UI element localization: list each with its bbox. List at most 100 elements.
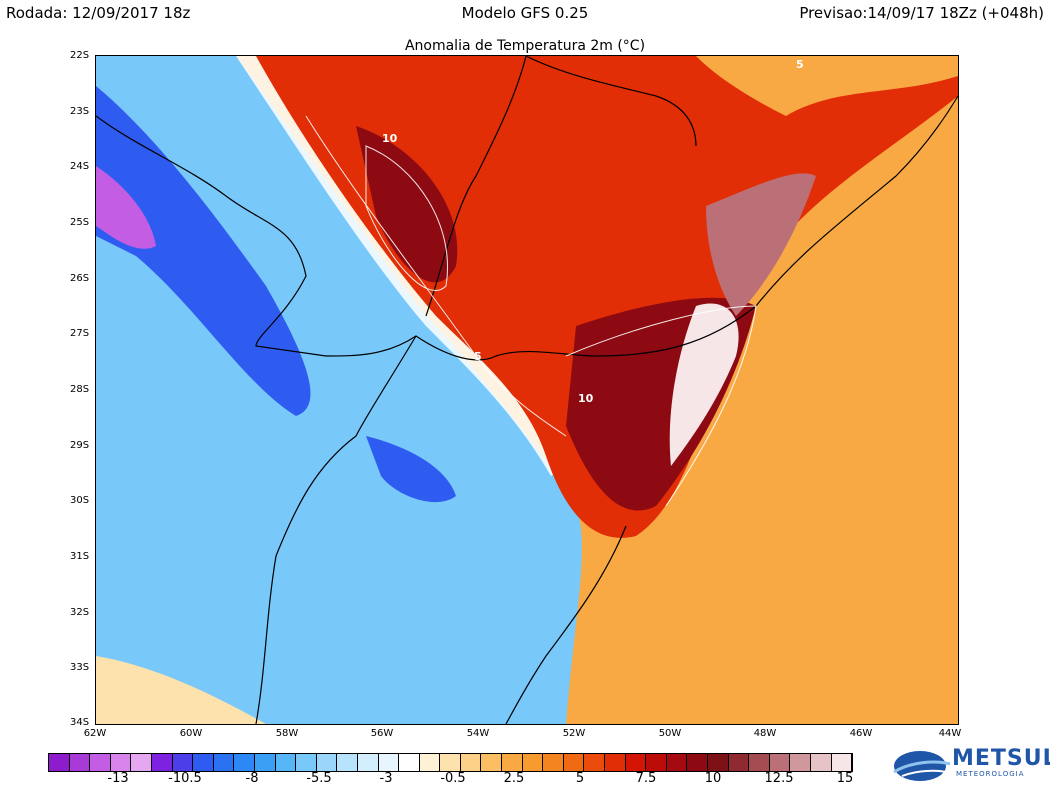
latitude-label: 25S — [70, 217, 90, 228]
colorbar-tick-label: -0.5 — [440, 771, 466, 786]
run-date: Rodada: 12/09/2017 18z — [6, 4, 191, 22]
longitude-label: 60W — [179, 728, 203, 739]
colorbar-cell — [646, 754, 667, 771]
colorbar-cell — [543, 754, 564, 771]
colorbar-cell — [831, 754, 853, 771]
colorbar-cell — [378, 754, 400, 771]
globe-swoosh-icon — [901, 769, 947, 777]
longitude-label: 58W — [275, 728, 299, 739]
map-title: Anomalia de Temperatura 2m (°C) — [404, 38, 646, 54]
longitude-label: 46W — [849, 728, 873, 739]
latitude-label: 27S — [70, 328, 90, 339]
colorbar-cell — [522, 754, 544, 771]
metsul-logo — [893, 751, 951, 781]
extreme-warm-core-coast — [706, 173, 816, 316]
colorbar — [48, 753, 854, 772]
colorbar-cell — [605, 754, 626, 771]
latitude-label: 28S — [70, 384, 90, 395]
colorbar-cell — [687, 754, 708, 771]
colorbar-cell — [749, 754, 770, 771]
colorbar-cell — [316, 754, 338, 771]
colorbar-cell — [728, 754, 750, 771]
latitude-label: 32S — [70, 607, 90, 618]
longitude-label: 52W — [562, 728, 586, 739]
colorbar-cell — [769, 754, 791, 771]
political-boundaries — [96, 56, 958, 724]
contour-label: 10 — [382, 132, 398, 145]
longitude-label: 48W — [753, 728, 777, 739]
strong-warm-core-north — [356, 126, 458, 283]
colorbar-tick-label: -13 — [107, 771, 129, 786]
latitude-label: 33S — [70, 662, 90, 673]
longitude-label: 56W — [370, 728, 394, 739]
colorbar-cell — [666, 754, 688, 771]
colorbar-cell — [337, 754, 358, 771]
colorbar-tick-label: 15 — [836, 771, 854, 786]
longitude-label: 44W — [938, 728, 962, 739]
colorbar-cell — [584, 754, 606, 771]
anomaly-contours — [305, 115, 757, 507]
latitude-label: 30S — [70, 495, 90, 506]
temperature-anomaly-map: 10 5 10 5 — [96, 56, 958, 724]
colorbar-cell — [275, 754, 297, 771]
colorbar-cell — [213, 754, 235, 771]
latitude-label: 22S — [70, 50, 90, 61]
colorbar-tick-label: -8 — [245, 771, 259, 786]
contour-label: 5 — [796, 58, 804, 71]
logo-text: METSUL — [952, 746, 1050, 771]
latitude-label: 24S — [70, 161, 90, 172]
colorbar-cell — [172, 754, 194, 771]
logo-subtitle: METEOROLOGIA — [956, 770, 1025, 778]
colorbar-cell — [625, 754, 647, 771]
colorbar-tick-label: -3 — [379, 771, 393, 786]
colorbar-cell — [193, 754, 214, 771]
colorbar-cell — [234, 754, 255, 771]
colorbar-cell — [460, 754, 482, 771]
colorbar-cell — [440, 754, 461, 771]
cold-pocket — [366, 436, 456, 503]
warm-northeast-patch — [696, 56, 958, 116]
contour-labels: 10 5 10 5 — [382, 58, 804, 405]
colorbar-cell — [357, 754, 379, 771]
globe-swoosh-icon — [893, 760, 951, 774]
longitude-label: 50W — [658, 728, 682, 739]
model-name: Modelo GFS 0.25 — [461, 4, 589, 22]
colorbar-tick-label: 12.5 — [764, 771, 794, 786]
colorbar-cell — [810, 754, 832, 771]
latitude-label: 31S — [70, 551, 90, 562]
forecast-date: Previsao:14/09/17 18Zz (+048h) — [799, 4, 1044, 22]
colorbar-cell — [708, 754, 729, 771]
latitude-label: 34S — [70, 717, 90, 728]
colorbar-cell — [296, 754, 317, 771]
colorbar-cell — [110, 754, 132, 771]
colorbar-cell — [481, 754, 503, 771]
colorbar-cell — [563, 754, 585, 771]
longitude-label: 54W — [466, 728, 490, 739]
globe-icon — [894, 751, 946, 781]
warm-southwest-patch — [96, 656, 266, 724]
colorbar-cell — [90, 754, 111, 771]
warm-anomaly-region — [256, 56, 958, 538]
colorbar-tick-label: 10 — [704, 771, 722, 786]
latitude-label: 23S — [70, 106, 90, 117]
contour-label: 5 — [474, 350, 482, 363]
strong-cold-core — [96, 86, 311, 416]
colorbar-cell — [399, 754, 420, 771]
colorbar-cell — [69, 754, 91, 771]
colorbar-cell — [502, 754, 523, 771]
contour-label: 10 — [578, 392, 594, 405]
colorbar-tick-label: 2.5 — [503, 771, 525, 786]
latitude-label: 26S — [70, 273, 90, 284]
colorbar-cell — [254, 754, 276, 771]
colorbar-tick-label: -5.5 — [306, 771, 332, 786]
latitude-label: 29S — [70, 440, 90, 451]
colorbar-tick-label: 5 — [575, 771, 585, 786]
colorbar-cell — [419, 754, 441, 771]
longitude-label: 62W — [83, 728, 107, 739]
colorbar-cell — [790, 754, 811, 771]
colorbar-tick-label: -10.5 — [168, 771, 202, 786]
colorbar-cell — [131, 754, 152, 771]
map-frame: 10 5 10 5 — [95, 55, 959, 725]
extreme-cold-core — [96, 166, 156, 249]
colorbar-tick-label: 7.5 — [635, 771, 657, 786]
